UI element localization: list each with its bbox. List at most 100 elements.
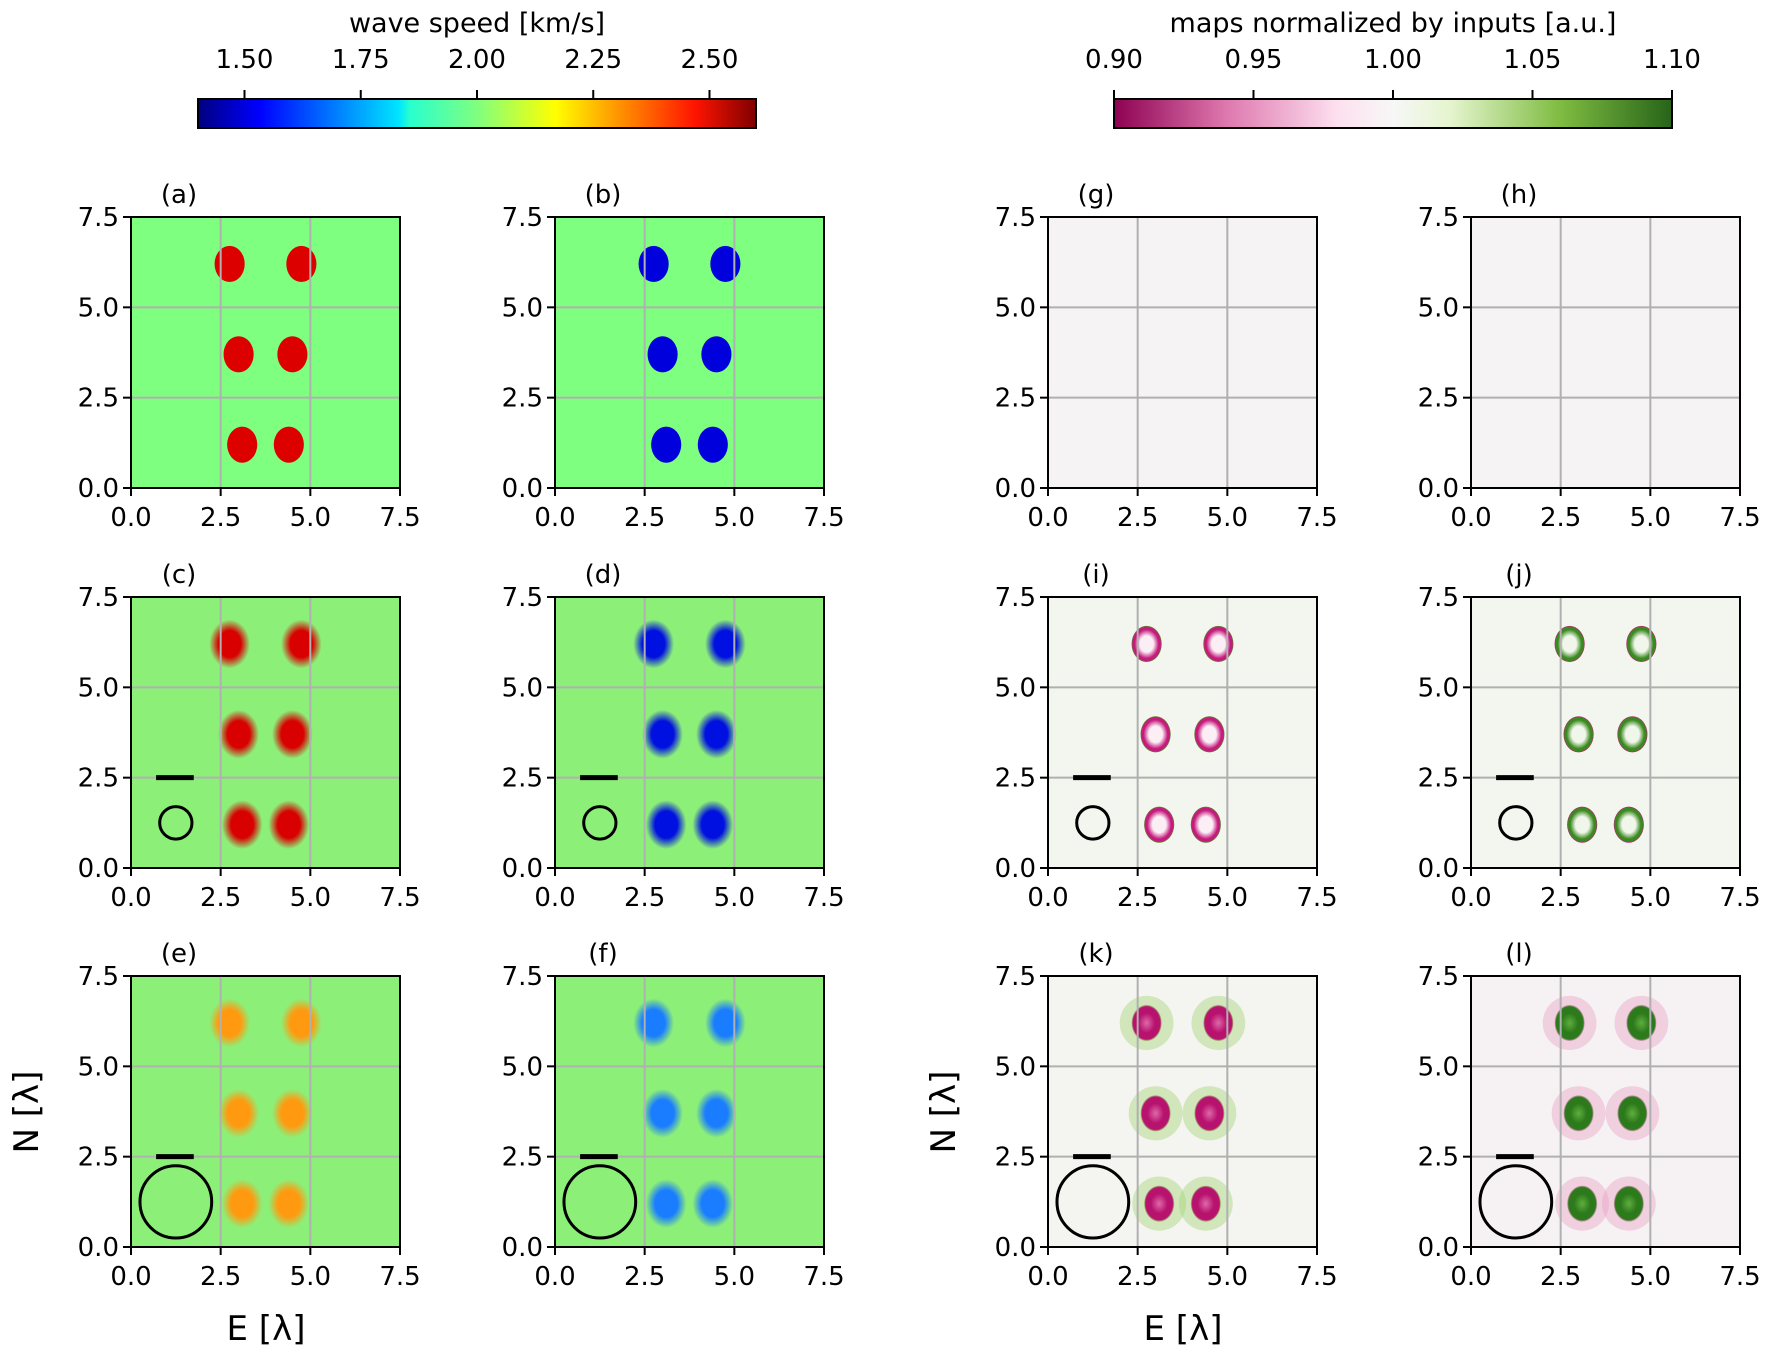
panel-background <box>1048 597 1317 868</box>
y-axis-label-left: N [λ] <box>7 1071 47 1154</box>
y-tick-label: 5.0 <box>78 673 119 703</box>
y-tick-label: 5.0 <box>1418 673 1459 703</box>
anomaly-blob <box>705 619 746 669</box>
y-tick-label: 7.5 <box>78 583 119 613</box>
anomaly-blob <box>642 709 683 759</box>
panel-g: 0.00.0 2.5 2.5 5.0 5.0 7.5 7.5 (g) <box>995 180 1338 533</box>
y-tick-label: 7.5 <box>78 962 119 992</box>
x-tick-label: 0.0 <box>110 503 151 533</box>
x-tick-label: 5.0 <box>714 1262 755 1292</box>
anomaly-blob <box>209 998 250 1048</box>
x-tick-label: 2.5 <box>1540 883 1581 913</box>
resolution-circle <box>582 805 618 841</box>
anomaly-blob <box>1194 1095 1225 1132</box>
x-tick-label: 7.5 <box>1719 1262 1760 1292</box>
anomaly-blob <box>1617 716 1648 753</box>
anomaly-blob <box>272 1088 313 1138</box>
y-tick-label: 2.5 <box>78 764 119 794</box>
anomaly-blob <box>1613 1185 1644 1222</box>
resolution-circle <box>1498 805 1534 841</box>
y-tick-label: 5.0 <box>78 1052 119 1082</box>
anomaly-blob <box>1567 1185 1598 1222</box>
x-tick-label: 7.5 <box>379 1262 420 1292</box>
anomaly-blob <box>214 245 245 283</box>
panel-label: (l) <box>1505 939 1533 969</box>
y-tick-label: 0.0 <box>502 854 543 884</box>
anomaly-blob <box>1131 625 1162 663</box>
panel-content <box>1471 976 1740 1247</box>
x-tick-label: 2.5 <box>200 1262 241 1292</box>
y-tick-label: 0.0 <box>1418 854 1459 884</box>
x-tick-label: 5.0 <box>1207 503 1248 533</box>
panel-content <box>131 217 400 488</box>
anomaly-blob <box>696 709 737 759</box>
anomaly-blob <box>1190 1185 1221 1222</box>
panel-label: (c) <box>162 560 197 590</box>
panel-background <box>555 976 824 1247</box>
y-tick-label: 2.5 <box>78 384 119 414</box>
colorbar-tick-label: 2.25 <box>564 45 622 75</box>
anomaly-blob <box>642 1088 683 1138</box>
x-tick-label: 0.0 <box>534 503 575 533</box>
panel-label: (e) <box>161 939 197 969</box>
y-tick-label: 0.0 <box>995 474 1036 504</box>
anomaly-blob <box>1617 1095 1648 1132</box>
x-tick-label: 0.0 <box>1450 883 1491 913</box>
y-tick-label: 5.0 <box>502 673 543 703</box>
anomaly-blob <box>1203 625 1234 663</box>
anomaly-blob <box>1626 625 1657 663</box>
y-tick-label: 2.5 <box>78 1143 119 1173</box>
anomaly-blob <box>268 1179 310 1229</box>
y-tick-label: 2.5 <box>995 764 1036 794</box>
panel-frame <box>1470 596 1741 869</box>
y-tick-label: 0.0 <box>502 474 543 504</box>
anomaly-blob <box>697 426 728 463</box>
colorbar-normalized-gradient <box>1113 98 1673 129</box>
x-tick-label: 0.0 <box>1027 503 1068 533</box>
anomaly-blob <box>1140 716 1171 753</box>
panel-f: 0.00.0 2.5 2.5 5.0 5.0 7.5 7.5 (f) <box>502 939 845 1292</box>
y-tick-label: 7.5 <box>995 203 1036 233</box>
panel-frame <box>1047 216 1318 489</box>
anomaly-blob <box>277 336 308 373</box>
anomaly-blob <box>1554 625 1585 663</box>
panel-l: 0.00.0 2.5 2.5 5.0 5.0 7.5 7.5 (l) <box>1418 939 1761 1292</box>
panel-label: (b) <box>585 180 622 210</box>
anomaly-blob <box>705 998 746 1048</box>
anomaly-blob <box>1190 806 1221 843</box>
anomaly-blob <box>221 1179 263 1229</box>
panel-label: (f) <box>588 939 617 969</box>
y-tick-label: 5.0 <box>995 673 1036 703</box>
panel-frame <box>1470 216 1741 489</box>
y-tick-label: 2.5 <box>502 764 543 794</box>
x-tick-label: 5.0 <box>1630 883 1671 913</box>
panel-label: (i) <box>1082 560 1110 590</box>
y-tick-label: 0.0 <box>1418 474 1459 504</box>
panel-label: (d) <box>585 560 622 590</box>
anomaly-blob <box>281 619 322 669</box>
y-tick-label: 2.5 <box>995 384 1036 414</box>
anomaly-blob <box>218 1088 259 1138</box>
anomaly-blob <box>638 245 669 283</box>
panel-label: (j) <box>1505 560 1533 590</box>
panel-frame <box>130 596 401 869</box>
anomaly-blob <box>1131 1004 1162 1042</box>
anomaly-blob <box>223 336 254 373</box>
y-tick-label: 0.0 <box>502 1233 543 1263</box>
anomaly-blob <box>1563 1095 1594 1132</box>
anomaly-blob <box>273 426 304 463</box>
x-tick-label: 7.5 <box>803 503 844 533</box>
anomaly-blob <box>209 619 250 669</box>
y-tick-label: 2.5 <box>1418 764 1459 794</box>
panel-frame <box>130 975 401 1248</box>
y-tick-label: 2.5 <box>1418 384 1459 414</box>
anomaly-blob <box>701 336 732 373</box>
panel-background <box>555 597 824 868</box>
x-tick-label: 0.0 <box>1027 1262 1068 1292</box>
panel-frame <box>554 596 825 869</box>
panel-label: (k) <box>1078 939 1113 969</box>
resolution-circle <box>138 1164 214 1240</box>
y-tick-label: 7.5 <box>995 962 1036 992</box>
x-tick-label: 2.5 <box>1540 1262 1581 1292</box>
colorbar-tick-label: 0.95 <box>1225 45 1283 75</box>
